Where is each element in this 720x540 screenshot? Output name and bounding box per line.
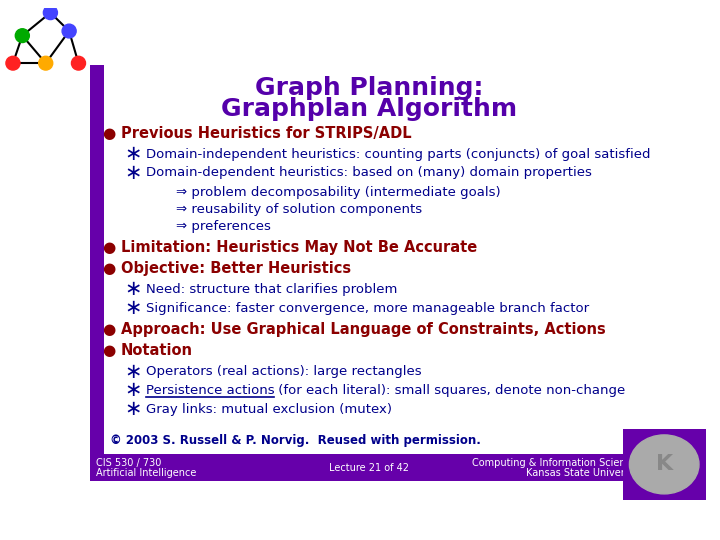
Text: Kansas State University: Kansas State University [526,468,642,478]
Circle shape [629,435,699,494]
Text: ∗: ∗ [125,279,143,299]
Text: ●: ● [102,322,115,337]
Text: ⇒ reusability of solution components: ⇒ reusability of solution components [176,203,423,216]
Text: Gray links: mutual exclusion (mutex): Gray links: mutual exclusion (mutex) [145,403,392,416]
Text: ●: ● [102,261,115,276]
Text: Significance: faster convergence, more manageable branch factor: Significance: faster convergence, more m… [145,301,589,314]
Text: ●: ● [102,126,115,141]
Text: (for each literal): small squares, denote non-change: (for each literal): small squares, denot… [274,384,626,397]
Circle shape [39,56,53,70]
Text: Graph Planning:: Graph Planning: [255,76,483,100]
Text: Domain-dependent heuristics: based on (many) domain properties: Domain-dependent heuristics: based on (m… [145,166,592,179]
Text: Approach: Use Graphical Language of Constraints, Actions: Approach: Use Graphical Language of Cons… [121,322,606,337]
Text: © 2003 S. Russell & P. Norvig.  Reused with permission.: © 2003 S. Russell & P. Norvig. Reused wi… [109,434,480,447]
Text: ∗: ∗ [125,298,143,318]
Text: Need: structure that clarifies problem: Need: structure that clarifies problem [145,283,397,296]
Text: K: K [656,454,672,475]
Text: ∗: ∗ [125,362,143,382]
Circle shape [62,24,76,38]
Text: Previous Heuristics for STRIPS/ADL: Previous Heuristics for STRIPS/ADL [121,126,411,141]
Circle shape [6,56,20,70]
Circle shape [43,6,58,19]
Text: Operators (real actions): large rectangles: Operators (real actions): large rectangl… [145,365,421,378]
Text: ●: ● [102,343,115,358]
Text: Persistence actions: Persistence actions [145,384,274,397]
Bar [90,454,648,481]
Text: ∗: ∗ [125,399,143,419]
Text: CIS 530 / 730: CIS 530 / 730 [96,458,161,468]
Text: ∗: ∗ [125,144,143,164]
Text: Limitation: Heuristics May Not Be Accurate: Limitation: Heuristics May Not Be Accura… [121,240,477,255]
Text: Notation: Notation [121,343,193,358]
Bar [90,65,104,454]
Text: Objective: Better Heuristics: Objective: Better Heuristics [121,261,351,276]
Text: ∗: ∗ [125,380,143,400]
Circle shape [15,29,30,43]
Text: ⇒ preferences: ⇒ preferences [176,220,271,233]
Circle shape [71,56,86,70]
Text: Artificial Intelligence: Artificial Intelligence [96,468,196,478]
Text: Graphplan Algorithm: Graphplan Algorithm [221,97,517,122]
Text: Computing & Information Sciences: Computing & Information Sciences [472,458,642,468]
Text: ⇒ problem decomposability (intermediate goals): ⇒ problem decomposability (intermediate … [176,186,501,199]
Text: ∗: ∗ [125,163,143,183]
Text: Domain-independent heuristics: counting parts (conjuncts) of goal satisfied: Domain-independent heuristics: counting … [145,148,650,161]
Text: Lecture 21 of 42: Lecture 21 of 42 [329,463,409,473]
Text: ●: ● [102,240,115,255]
